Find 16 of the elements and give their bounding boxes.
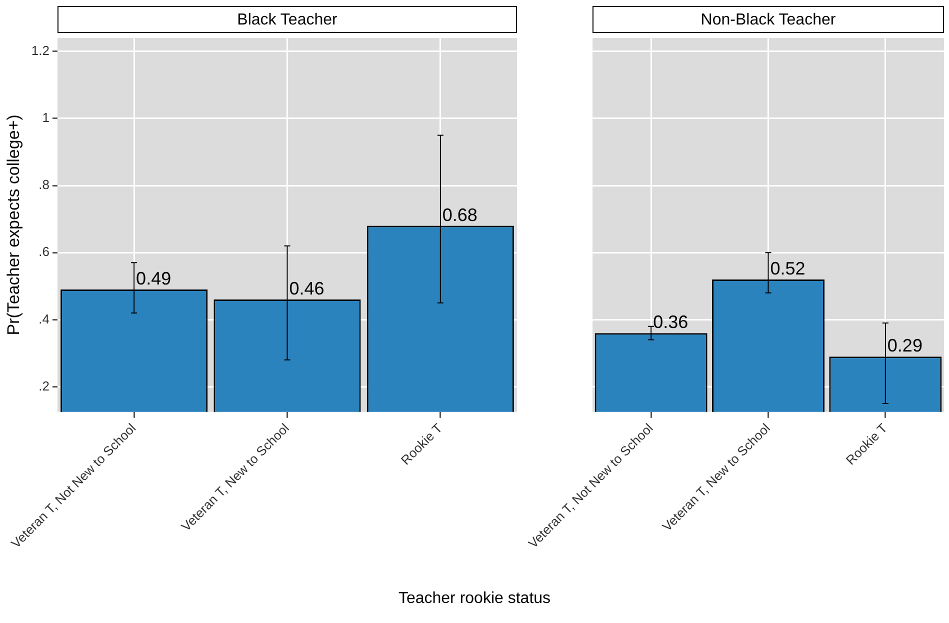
y-tick-label: .2 — [38, 378, 50, 394]
x-axis-title: Teacher rookie status — [397, 590, 552, 608]
data-label: 0.36 — [653, 312, 688, 332]
y-tick-label: 1.2 — [31, 42, 50, 58]
data-label: 0.46 — [289, 278, 324, 299]
y-tick-label: .6 — [38, 244, 50, 260]
chart-title: Non-Black Teacher — [700, 11, 836, 28]
y-tick-label: .4 — [38, 311, 50, 326]
y-tick-label: .8 — [38, 177, 50, 192]
data-label: 0.29 — [887, 336, 922, 356]
y-axis-title: Pr(Teacher expects college+) — [4, 114, 23, 336]
chart-title: Black Teacher — [237, 11, 338, 28]
data-label: 0.68 — [442, 204, 478, 225]
data-label: 0.49 — [136, 268, 172, 288]
data-label: 0.52 — [770, 258, 806, 278]
y-tick-label: 1 — [42, 110, 50, 126]
